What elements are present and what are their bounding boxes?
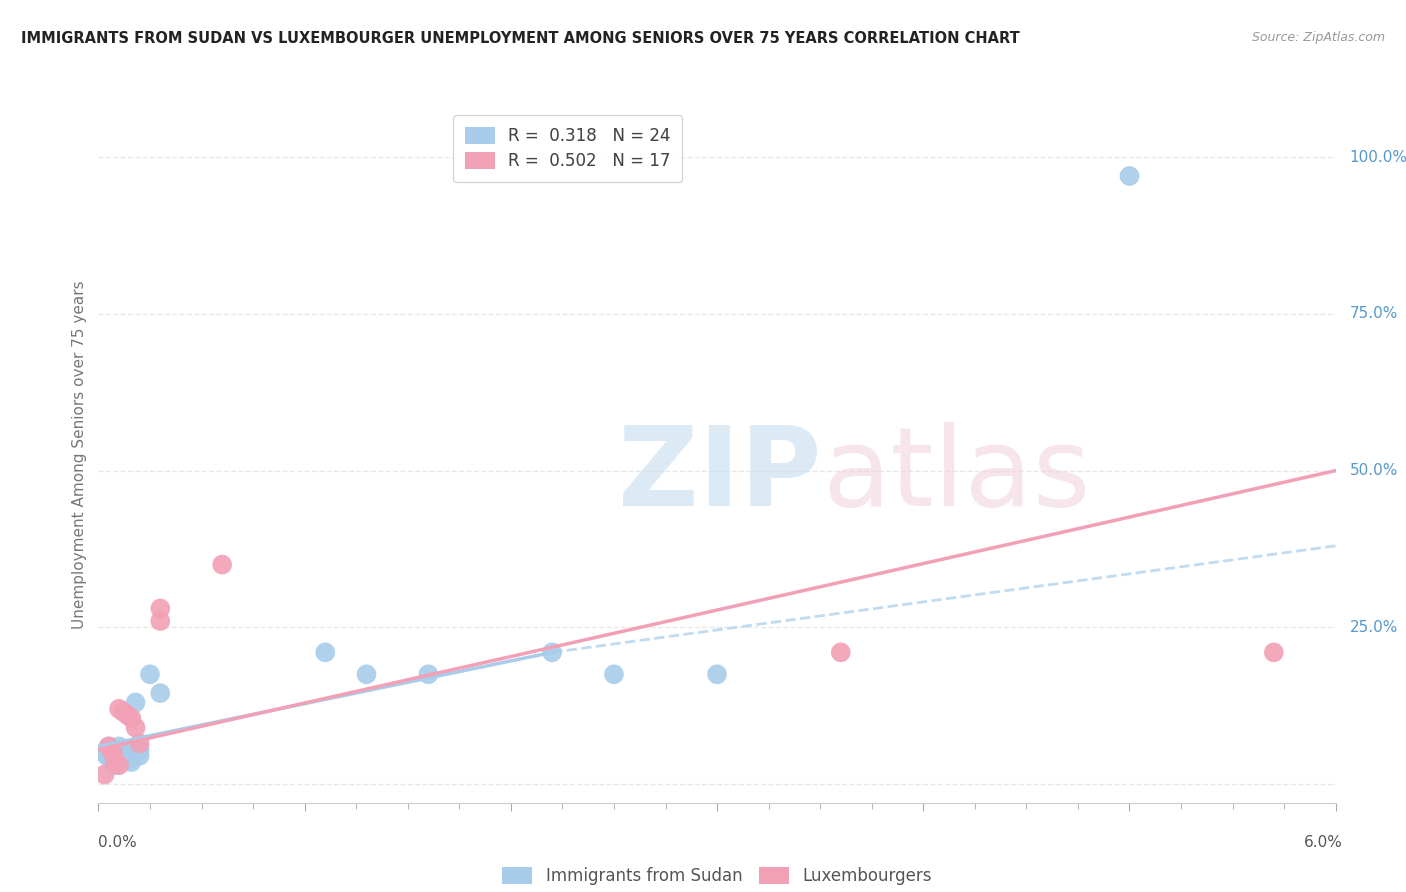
Point — [603, 667, 626, 681]
Text: 75.0%: 75.0% — [1350, 306, 1398, 321]
Point — [108, 739, 131, 754]
Point — [108, 746, 131, 760]
Point — [211, 558, 233, 572]
Point — [149, 601, 172, 615]
Point — [541, 645, 564, 659]
Point — [124, 696, 146, 710]
Point — [418, 667, 440, 681]
Text: 0.0%: 0.0% — [98, 836, 138, 850]
Text: atlas: atlas — [823, 422, 1091, 529]
Point — [118, 752, 141, 766]
Point — [101, 755, 124, 769]
Point — [149, 614, 172, 628]
Text: ZIP: ZIP — [619, 422, 821, 529]
Point — [124, 721, 146, 735]
Point — [104, 758, 127, 772]
Point — [128, 742, 150, 756]
Point — [108, 758, 131, 772]
Point — [97, 739, 120, 754]
Point — [117, 708, 139, 723]
Point — [128, 748, 150, 763]
Point — [830, 645, 852, 659]
Point — [314, 645, 336, 659]
Text: Source: ZipAtlas.com: Source: ZipAtlas.com — [1251, 31, 1385, 45]
Text: 6.0%: 6.0% — [1303, 836, 1343, 850]
Point — [149, 686, 172, 700]
Y-axis label: Unemployment Among Seniors over 75 years: Unemployment Among Seniors over 75 years — [72, 281, 87, 629]
Point — [96, 748, 118, 763]
Point — [139, 667, 162, 681]
Point — [93, 767, 115, 781]
Text: IMMIGRANTS FROM SUDAN VS LUXEMBOURGER UNEMPLOYMENT AMONG SENIORS OVER 75 YEARS C: IMMIGRANTS FROM SUDAN VS LUXEMBOURGER UN… — [21, 31, 1019, 46]
Text: 50.0%: 50.0% — [1350, 463, 1398, 478]
Point — [1263, 645, 1285, 659]
Point — [100, 742, 122, 756]
Point — [356, 667, 378, 681]
Point — [101, 746, 124, 760]
Point — [114, 747, 136, 761]
Point — [108, 702, 131, 716]
Point — [97, 739, 120, 754]
Point — [1118, 169, 1140, 183]
Point — [93, 746, 115, 760]
Point — [120, 755, 142, 769]
Point — [120, 711, 142, 725]
Point — [706, 667, 728, 681]
Point — [104, 755, 127, 769]
Point — [112, 705, 135, 719]
Text: 25.0%: 25.0% — [1350, 620, 1398, 635]
Point — [128, 736, 150, 750]
Legend: R =  0.318   N = 24, R =  0.502   N = 17: R = 0.318 N = 24, R = 0.502 N = 17 — [453, 115, 682, 182]
Point — [100, 752, 122, 766]
Point — [112, 742, 135, 756]
Text: 100.0%: 100.0% — [1350, 150, 1406, 165]
